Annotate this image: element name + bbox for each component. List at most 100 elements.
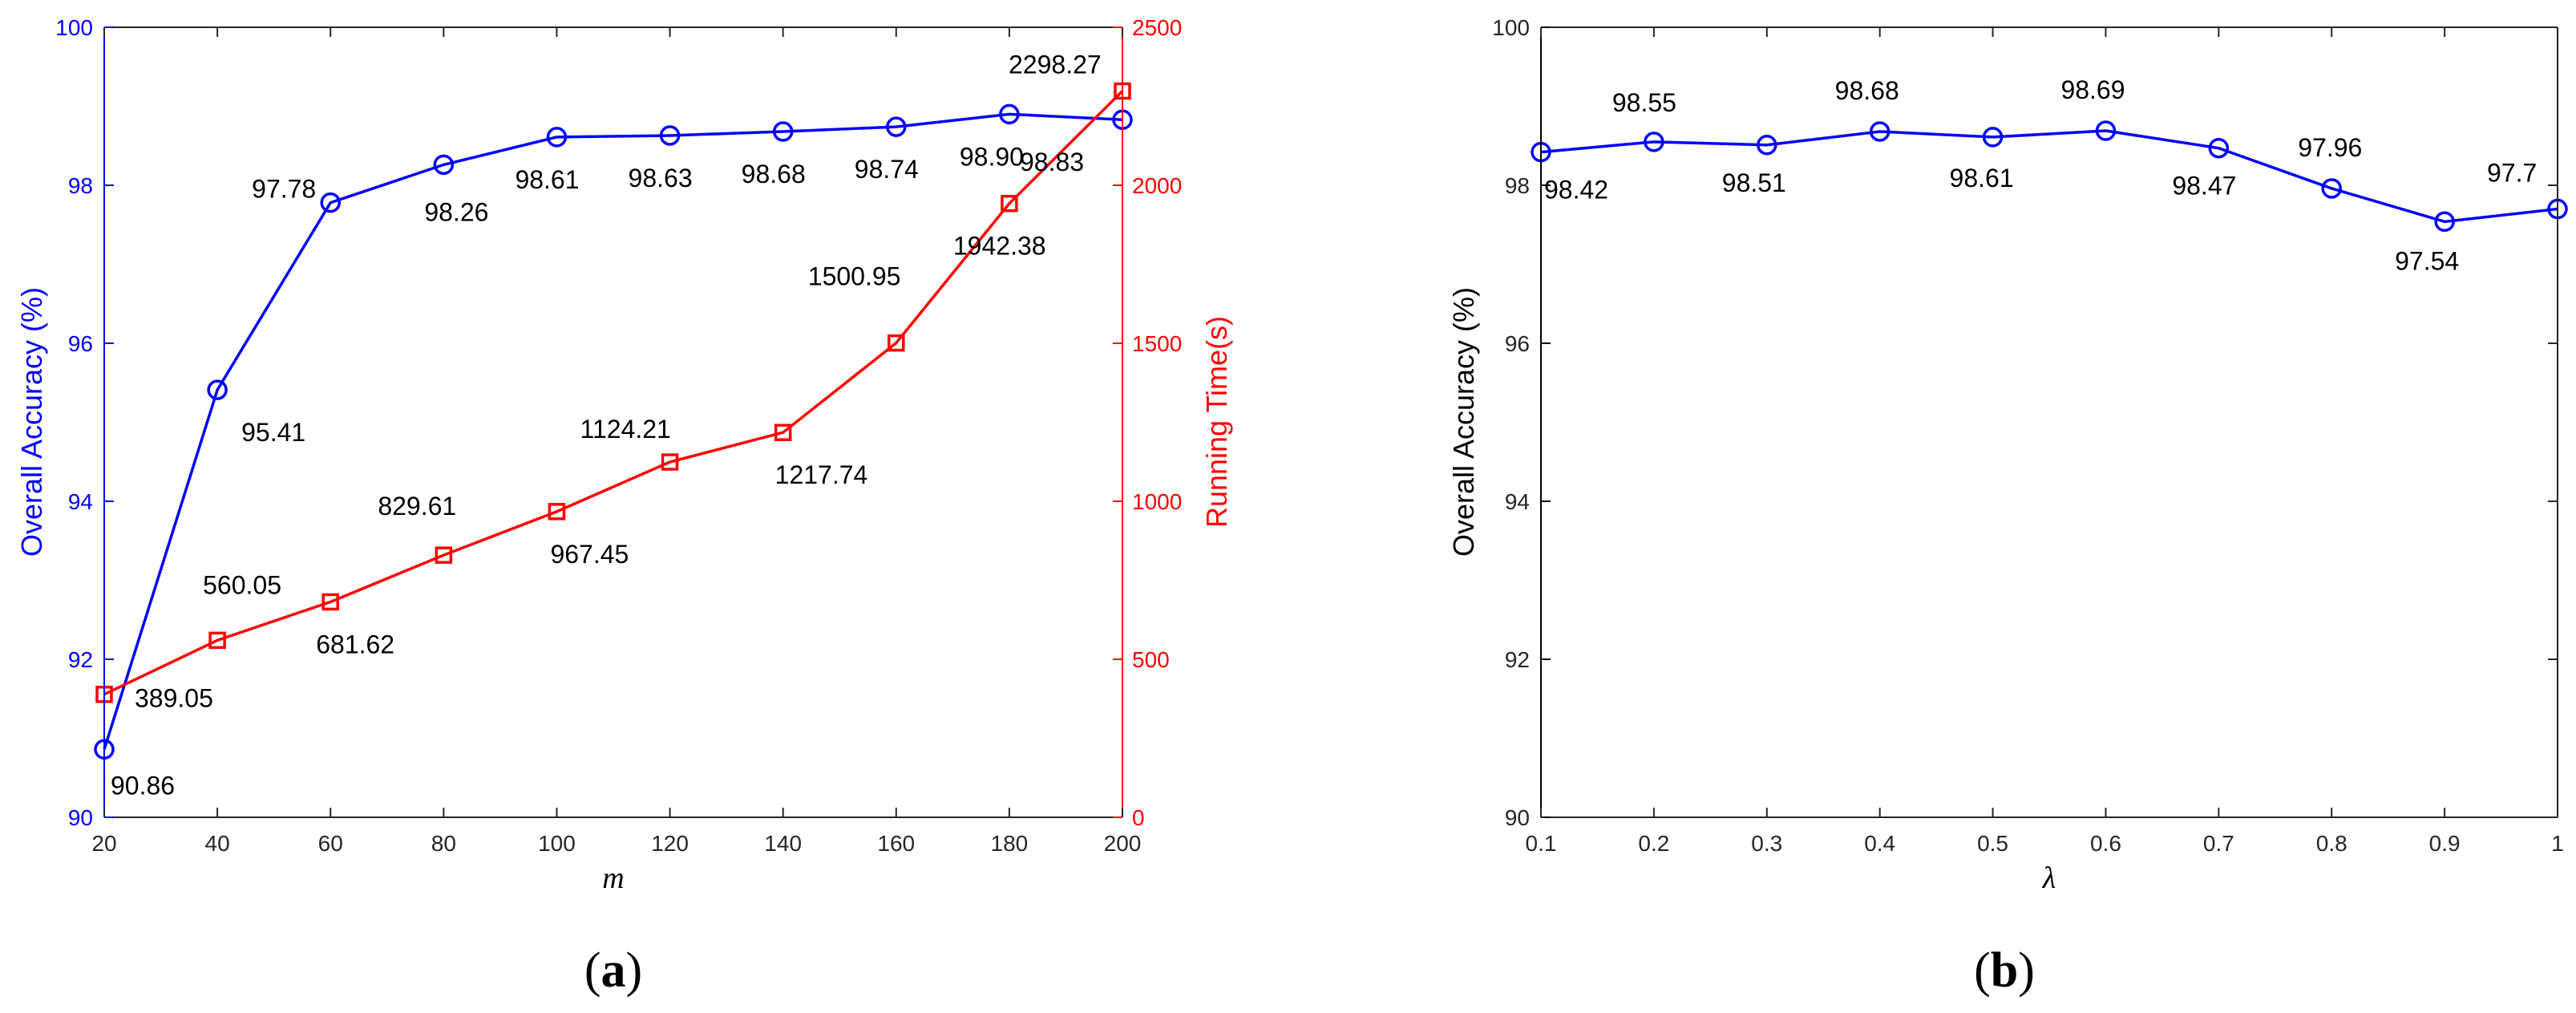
chart-a-series-0-data-label: 95.41 — [241, 418, 305, 447]
chart-a-series-0-point — [999, 103, 1020, 125]
chart-b-series-0-point — [1982, 127, 2004, 148]
chart-b-series-0-point — [2321, 178, 2342, 199]
chart-b-left-tick-label: 94 — [1505, 489, 1530, 514]
chart-a-right-tick-label: 0 — [1132, 805, 1145, 830]
chart-b-x-tick-label: 0.2 — [1638, 831, 1669, 856]
chart-a-right-tick-label: 1000 — [1132, 489, 1182, 514]
chart-b-left-axis-label: Overall Accuracy (%) — [1447, 287, 1480, 557]
chart-a-series-1-data-label: 389.05 — [135, 684, 213, 713]
chart-b-series-0-data-label: 98.42 — [1544, 176, 1608, 205]
chart-a-series-1-point — [435, 546, 453, 564]
chart-a-caption-open: ( — [584, 943, 601, 998]
chart-b-caption-letter: b — [1991, 943, 2018, 998]
chart-b-x-tick-label: 0.3 — [1751, 831, 1782, 856]
chart-b-x-tick-label: 0.7 — [2203, 831, 2234, 856]
chart-a-series-0-data-label: 98.83 — [1020, 148, 1084, 176]
chart-a-x-tick-label: 80 — [431, 831, 456, 856]
chart-b-x-tick-label: 0.9 — [2429, 831, 2461, 856]
chart-a-series-0-point — [546, 127, 568, 148]
chart-b-series-0-data-label: 98.55 — [1612, 88, 1676, 117]
chart-a-series-1-point — [1001, 194, 1018, 213]
chart-a-series-0-data-label: 98.26 — [424, 197, 488, 226]
chart-b-series-0-data-label: 98.47 — [2172, 172, 2236, 201]
chart-a-right-tick-label: 1500 — [1132, 331, 1182, 356]
chart-b-left-tick-label: 90 — [1505, 805, 1530, 830]
chart-a-x-tick-label: 200 — [1104, 831, 1142, 856]
chart-a-x-tick-label: 180 — [991, 831, 1029, 856]
chart-a-series-1-data-label: 560.05 — [203, 570, 281, 599]
chart-a-x-axis-label: m — [602, 861, 624, 895]
chart-a-series-1-point — [774, 423, 792, 441]
chart-a-left-tick-label: 100 — [55, 15, 93, 40]
chart-a-left-tick-label: 96 — [68, 331, 93, 356]
chart-b-x-tick-label: 0.1 — [1526, 831, 1557, 856]
chart-b-series-0-point — [2095, 120, 2117, 141]
chart-a-left-axis-label: Overall Accuracy (%) — [15, 287, 48, 557]
chart-a-x-tick-label: 100 — [538, 831, 576, 856]
chart-a-x-tick-label: 140 — [764, 831, 802, 856]
chart-b-series-0-point — [1869, 121, 1891, 142]
chart-a-x-tick-label: 20 — [91, 831, 116, 856]
chart-b-x-axis-label: λ — [2042, 861, 2056, 895]
chart-b-left-tick-label: 100 — [1492, 15, 1530, 40]
chart-b-series-0-point — [1644, 132, 1664, 152]
chart-b-caption-close: ) — [2018, 943, 2035, 998]
chart-a-left-tick-label: 90 — [68, 805, 93, 830]
chart-a-right-tick-label: 2000 — [1132, 173, 1182, 198]
chart-b-series-0-data-label: 97.7 — [2487, 159, 2537, 188]
chart-a-series-0-data-label: 98.68 — [742, 160, 806, 188]
chart-a-series-1-point — [208, 631, 226, 650]
chart-a-plot-area — [104, 27, 1122, 817]
chart-b-series-0-line — [1540, 129, 2558, 224]
chart-a-x-tick-label: 60 — [318, 831, 343, 856]
chart-b-plot-area — [1541, 27, 2558, 817]
chart-a-series-0-point — [207, 379, 228, 400]
chart-b-x-tick-label: 0.6 — [2090, 831, 2121, 856]
chart-b-x-tick-label: 0.4 — [1864, 831, 1895, 856]
chart-b-series-0-data-label: 98.51 — [1722, 168, 1786, 197]
chart-a-series-0-data-label: 98.63 — [629, 164, 693, 192]
chart-a-x-tick-label: 160 — [877, 831, 915, 856]
chart-a-series-0-data-label: 98.61 — [515, 165, 579, 194]
chart-b: 98.42 98.55 98.51 98.68 98.61 98.69 98.47 97.96… — [1447, 15, 2568, 998]
chart-a-left-tick-label: 98 — [68, 173, 93, 198]
chart-a-right-axis-label: Running Time(s) — [1200, 316, 1233, 528]
chart-b-series-0-data-label: 98.68 — [1835, 76, 1899, 105]
chart-b-series-0-data-label: 98.69 — [2060, 75, 2125, 104]
chart-b-left-tick-label: 98 — [1505, 173, 1530, 198]
chart-a-series-1-data-label: 1217.74 — [775, 460, 868, 489]
chart-a-right-tick-label: 2500 — [1132, 15, 1182, 40]
chart-b-series-0-point — [2434, 211, 2455, 233]
chart-b-x-tick-label: 0.8 — [2316, 831, 2348, 856]
chart-a-series-0-line — [103, 112, 1123, 750]
chart-a-series-0-point — [772, 121, 794, 142]
chart-a-series-0-point — [886, 116, 907, 137]
chart-a-series-1-data-label: 967.45 — [550, 540, 629, 569]
chart-a-series-1-line — [103, 90, 1124, 696]
chart-a-series-1-point — [661, 453, 679, 471]
chart-a-series-0-data-label: 97.78 — [252, 175, 316, 204]
chart-a-series-1-point — [888, 334, 905, 352]
chart-a-series-0-data-label: 98.74 — [855, 155, 919, 184]
chart-a-series-1-point — [548, 503, 566, 521]
chart-b-x-tick-label: 0.5 — [1977, 831, 2008, 856]
chart-a-series-1-data-label: 1942.38 — [953, 232, 1046, 261]
chart-a-series-0-point — [659, 125, 681, 146]
chart-b-left-tick-label: 96 — [1505, 331, 1530, 356]
chart-a-series-0-data-label: 90.86 — [111, 771, 175, 800]
chart-a-right-tick-label: 500 — [1132, 647, 1170, 672]
chart-a-series-1-data-label: 1124.21 — [580, 415, 671, 444]
chart-b-series-0-data-label: 97.54 — [2395, 246, 2459, 275]
chart-b-series-0-data-label: 97.96 — [2298, 133, 2362, 162]
chart-b-x-tick-label: 1 — [2551, 831, 2564, 856]
chart-a-series-1-data-label: 2298.27 — [1009, 50, 1102, 79]
chart-b-left-tick-label: 92 — [1505, 647, 1530, 672]
chart-a-caption: (a) — [584, 943, 642, 998]
chart-a-series-0-point — [433, 154, 455, 176]
chart-a-x-tick-label: 120 — [651, 831, 689, 856]
chart-a-left-tick-label: 92 — [68, 647, 93, 672]
chart-b-caption-open: ( — [1974, 943, 1991, 998]
chart-b-caption: (b) — [1974, 943, 2035, 998]
chart-a-caption-close: ) — [626, 943, 643, 998]
